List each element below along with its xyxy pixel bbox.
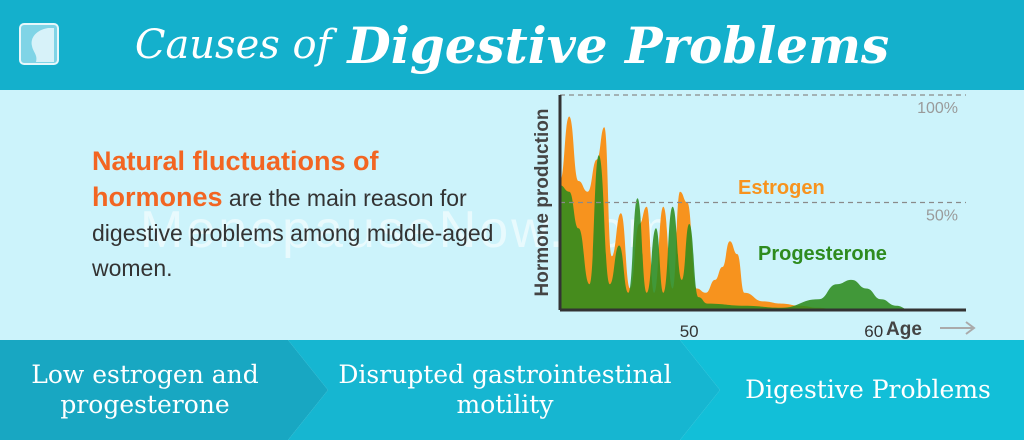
title-part-1: Causes of — [134, 22, 332, 68]
cause-flow: Low estrogen and progesterone Disrupted … — [0, 340, 1024, 440]
ref-label-50: 50% — [926, 208, 958, 225]
flow-step-3: Digestive Problems — [745, 375, 991, 404]
legend-progesterone: Progesterone — [758, 243, 887, 265]
description-rest: are the main reason for digestive proble… — [92, 185, 494, 281]
flow-step-3-shape — [680, 340, 1024, 440]
x-axis-label: Age — [886, 319, 922, 340]
y-axis-label: Hormone production — [532, 109, 553, 297]
title-part-2: Digestive Problems — [347, 15, 890, 75]
header-bar: Causes of Digestive Problems — [0, 0, 1024, 90]
x-tick-label-50: 50 — [680, 322, 699, 340]
hormone-chart: 100% 50% Hormone production Age 50 60 Es… — [532, 94, 976, 340]
logo-icon — [19, 23, 59, 65]
page-title: Causes of Digestive Problems — [0, 0, 1024, 90]
chart-areas — [560, 116, 911, 310]
x-tick-label-60: 60 — [864, 322, 883, 340]
x-axis-arrowhead — [965, 321, 976, 335]
flow-step-1: Low estrogen and progesterone — [31, 360, 259, 419]
legend-estrogen: Estrogen — [738, 177, 825, 199]
description-text: Natural fluctuations of hormones are the… — [92, 144, 512, 286]
series-area-progesterone — [560, 155, 911, 310]
ref-label-100: 100% — [917, 100, 958, 117]
flow-arrows — [0, 340, 1024, 440]
flow-step-1-shape — [0, 340, 328, 440]
flow-step-2: Disrupted gastrointestinal motility — [338, 360, 672, 419]
flow-step-2-shape — [288, 340, 720, 440]
description-highlight: Natural fluctuations of hormones — [92, 146, 379, 212]
